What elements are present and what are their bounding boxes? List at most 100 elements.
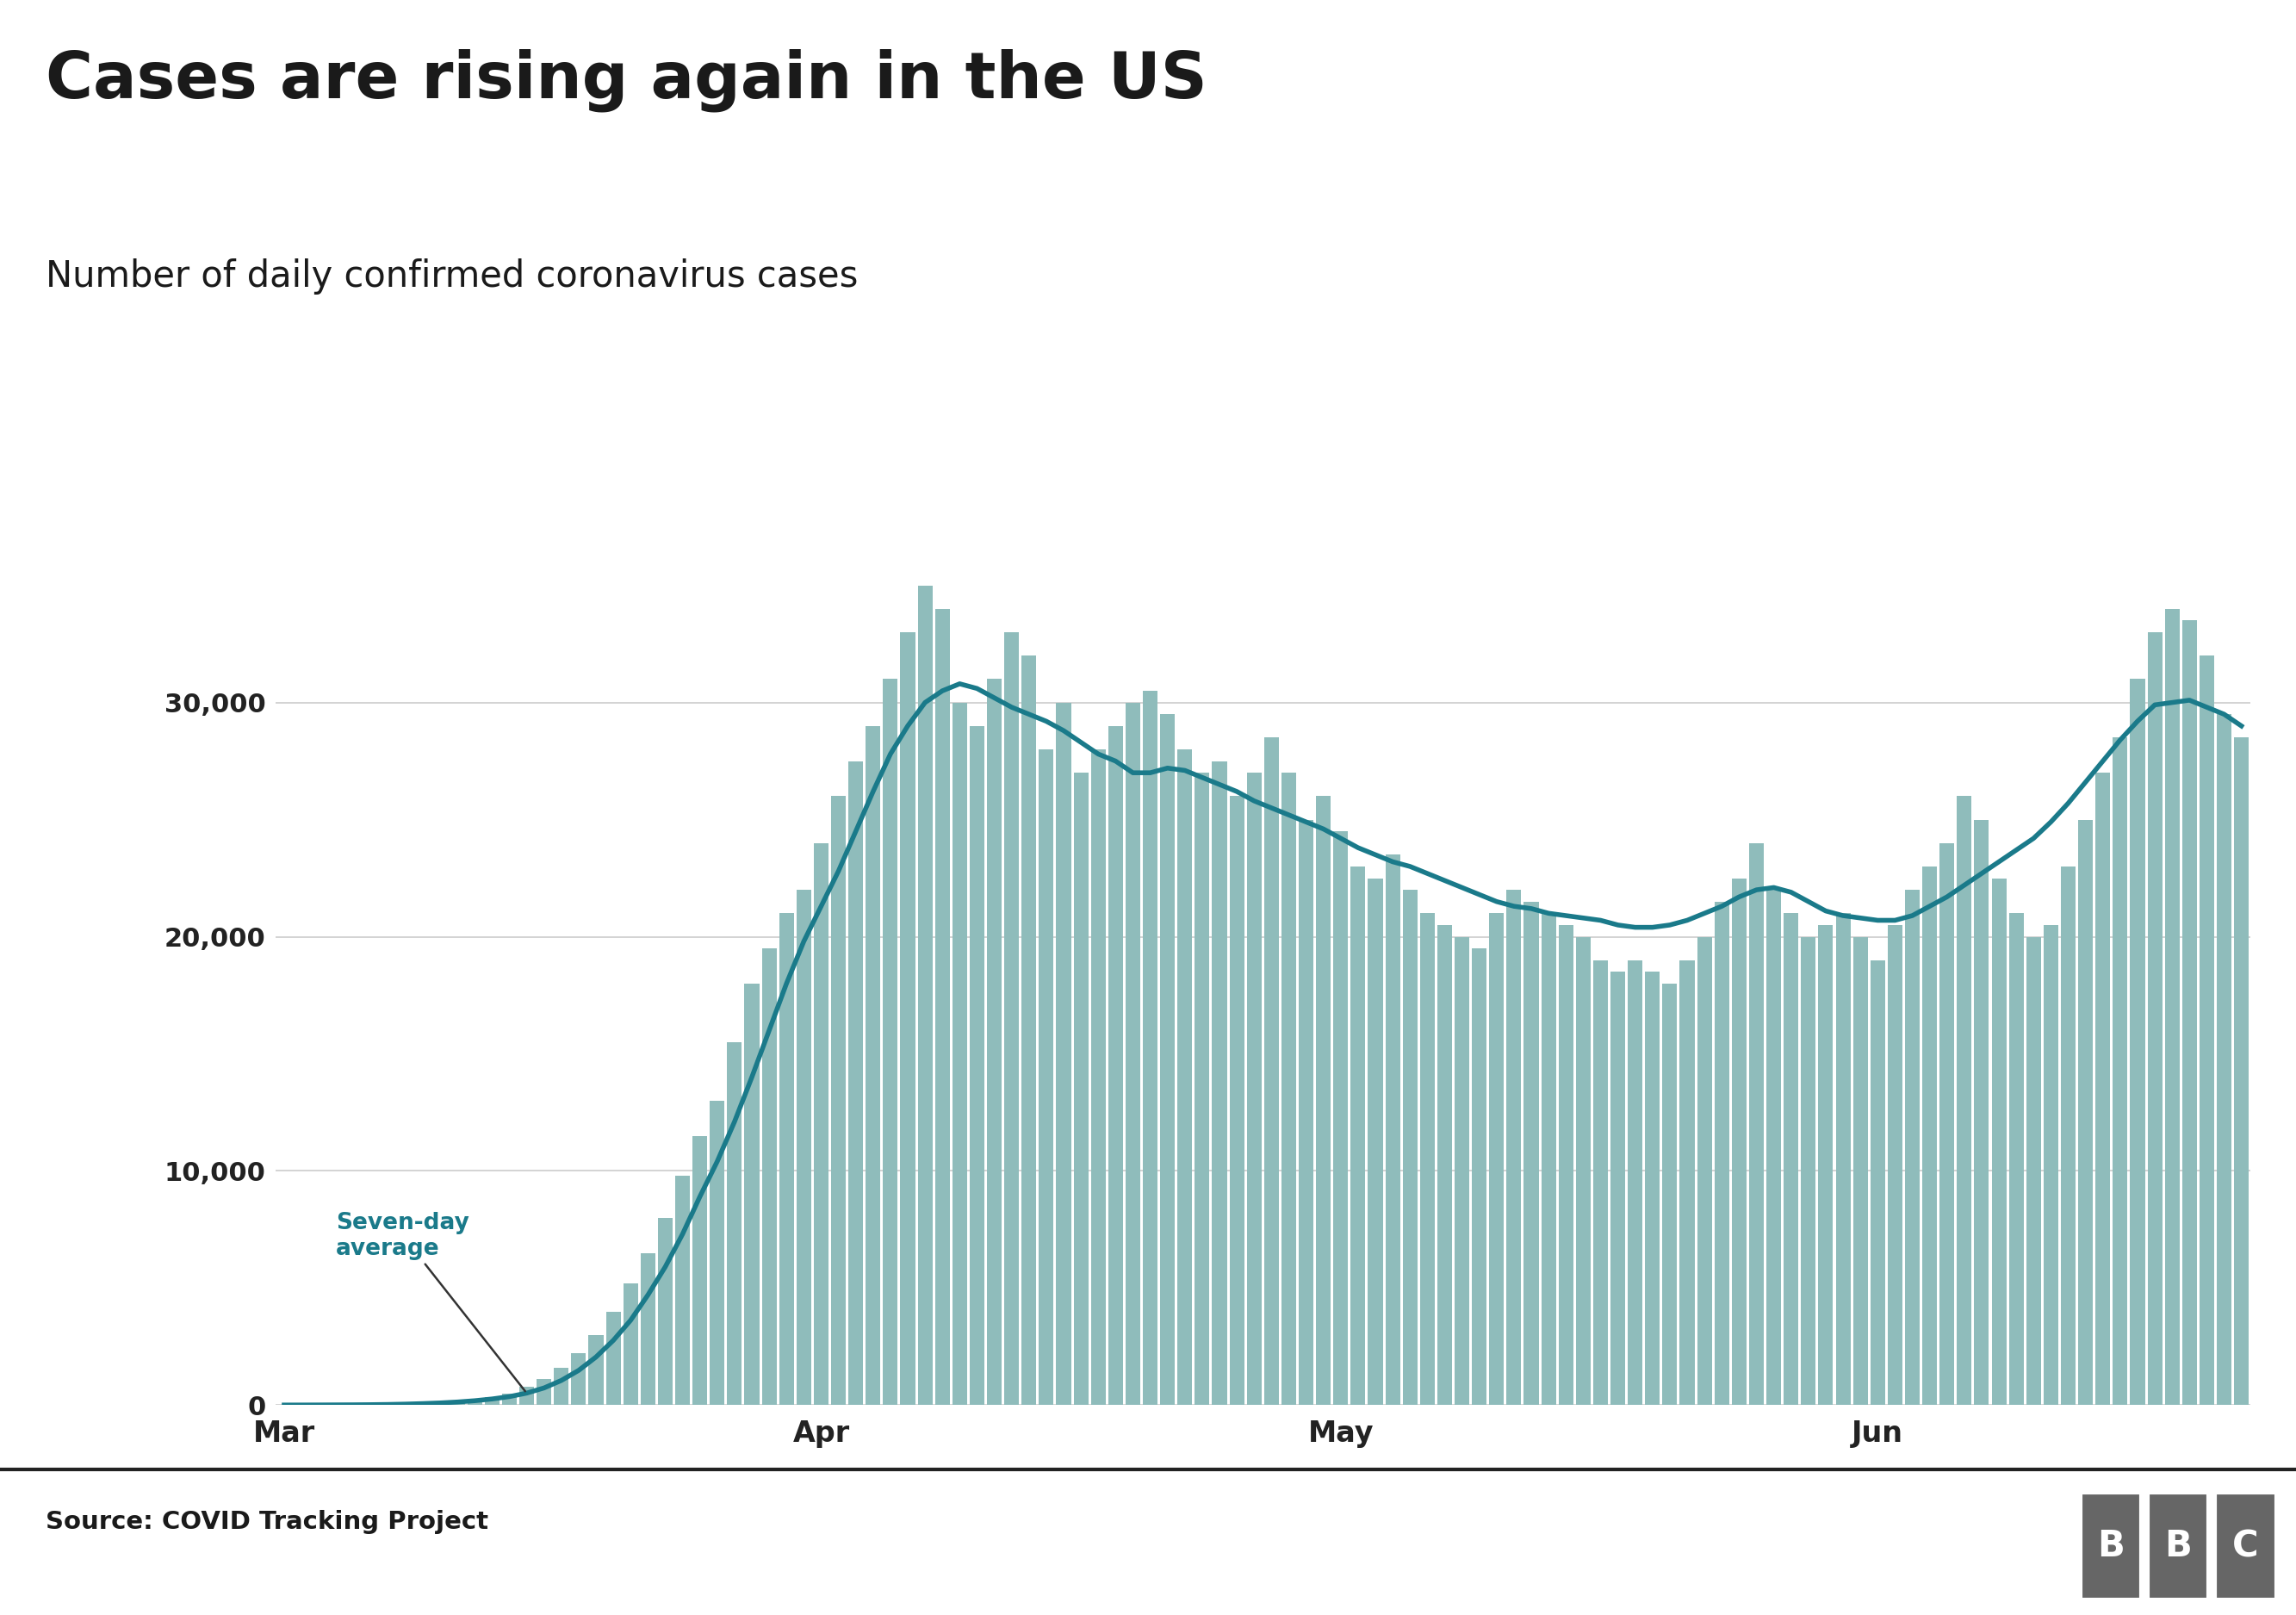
Bar [934, 609, 951, 1405]
Bar [2009, 914, 2023, 1405]
Bar [1646, 972, 1660, 1405]
Bar [1159, 714, 1176, 1405]
Bar [450, 1400, 464, 1405]
Bar [553, 1368, 569, 1405]
Bar [2078, 819, 2094, 1405]
Bar [659, 1218, 673, 1405]
Bar [519, 1387, 535, 1405]
Bar [1316, 796, 1332, 1405]
Bar [1075, 772, 1088, 1405]
Bar [1525, 901, 1538, 1405]
Bar [2216, 714, 2232, 1405]
Bar [1575, 937, 1591, 1405]
Text: Cases are rising again in the US: Cases are rising again in the US [46, 48, 1208, 111]
Bar [1541, 914, 1557, 1405]
Bar [1091, 749, 1107, 1405]
Bar [1247, 772, 1261, 1405]
Bar [850, 761, 863, 1405]
Bar [1350, 866, 1366, 1405]
Bar [1662, 984, 1676, 1405]
Bar [484, 1397, 501, 1405]
FancyBboxPatch shape [2149, 1492, 2209, 1599]
Bar [1384, 854, 1401, 1405]
Bar [831, 796, 845, 1405]
Bar [693, 1135, 707, 1405]
Bar [762, 948, 776, 1405]
Bar [1818, 925, 1832, 1405]
Bar [1281, 772, 1297, 1405]
Bar [1437, 925, 1451, 1405]
Bar [606, 1311, 620, 1405]
Text: B: B [2096, 1528, 2124, 1565]
Bar [1975, 819, 1988, 1405]
Bar [969, 727, 985, 1405]
Bar [622, 1284, 638, 1405]
Bar [1419, 914, 1435, 1405]
Bar [1800, 937, 1816, 1405]
Bar [953, 703, 967, 1405]
Bar [866, 727, 879, 1405]
Bar [1559, 925, 1573, 1405]
Bar [1750, 843, 1763, 1405]
Bar [1038, 749, 1054, 1405]
Bar [2025, 937, 2041, 1405]
Bar [2112, 738, 2128, 1405]
Bar [1022, 656, 1035, 1405]
Bar [432, 1402, 448, 1405]
Bar [1403, 890, 1417, 1405]
Bar [918, 585, 932, 1405]
Bar [1628, 959, 1642, 1405]
Text: Seven-day
average: Seven-day average [335, 1211, 526, 1391]
Bar [1368, 879, 1382, 1405]
Text: Source: COVID Tracking Project: Source: COVID Tracking Project [46, 1510, 489, 1534]
Bar [1697, 937, 1713, 1405]
Bar [1109, 727, 1123, 1405]
Bar [1784, 914, 1798, 1405]
Bar [1194, 772, 1210, 1405]
Bar [1906, 890, 1919, 1405]
Bar [1456, 937, 1469, 1405]
Bar [1853, 937, 1867, 1405]
Bar [1731, 879, 1747, 1405]
Bar [588, 1334, 604, 1405]
Bar [744, 984, 760, 1405]
Bar [1506, 890, 1522, 1405]
Bar [1887, 925, 1903, 1405]
Bar [2165, 609, 2179, 1405]
Bar [900, 631, 916, 1405]
Text: B: B [2165, 1528, 2193, 1565]
Bar [1956, 796, 1972, 1405]
Bar [1265, 738, 1279, 1405]
Text: C: C [2232, 1528, 2259, 1565]
Bar [1228, 796, 1244, 1405]
Bar [1922, 866, 1938, 1405]
Bar [1300, 819, 1313, 1405]
Bar [1003, 631, 1019, 1405]
Bar [1609, 972, 1626, 1405]
Bar [709, 1101, 726, 1405]
Bar [1056, 703, 1070, 1405]
Bar [797, 890, 810, 1405]
Bar [2131, 678, 2144, 1405]
Bar [1143, 691, 1157, 1405]
Bar [1334, 832, 1348, 1405]
Bar [1490, 914, 1504, 1405]
Bar [1593, 959, 1607, 1405]
Bar [2234, 738, 2248, 1405]
Bar [2200, 656, 2213, 1405]
Bar [641, 1253, 654, 1405]
Bar [1991, 879, 2007, 1405]
Bar [728, 1042, 742, 1405]
Bar [1715, 901, 1729, 1405]
Bar [2062, 866, 2076, 1405]
Bar [884, 678, 898, 1405]
Bar [778, 914, 794, 1405]
Bar [1212, 761, 1226, 1405]
Bar [813, 843, 829, 1405]
Bar [572, 1353, 585, 1405]
FancyBboxPatch shape [2080, 1492, 2142, 1599]
Bar [1837, 914, 1851, 1405]
Bar [537, 1379, 551, 1405]
Bar [1766, 890, 1782, 1405]
Bar [1871, 959, 1885, 1405]
